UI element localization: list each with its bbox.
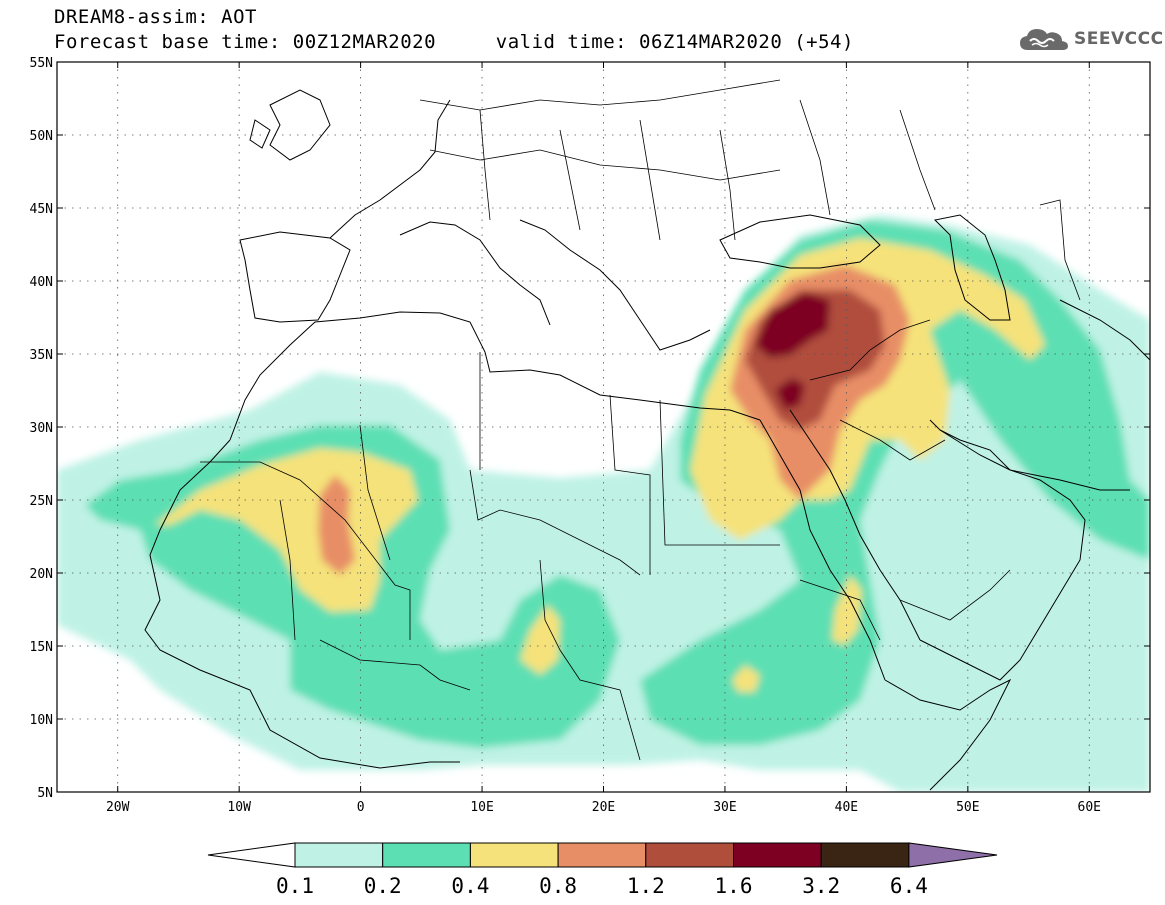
colorbar-label: 0.2 <box>364 874 402 898</box>
colorbar-segment <box>820 842 910 868</box>
map-subtitle: Forecast base time: 00Z12MAR2020 valid t… <box>54 32 854 52</box>
colorbar-label: 1.6 <box>715 874 753 898</box>
lat-tick-label: 35N <box>30 348 53 363</box>
lat-tick-label: 20N <box>30 567 53 582</box>
lat-tick-label: 50N <box>30 129 53 144</box>
valid-time: valid time: 06Z14MAR2020 (+54) <box>495 31 854 53</box>
lon-tick-label: 20E <box>592 800 615 815</box>
logo-text: SEEVCCC <box>1074 29 1164 49</box>
lon-tick-label: 30E <box>713 800 736 815</box>
lon-tick-label: 60E <box>1078 800 1101 815</box>
lat-tick-label: 55N <box>30 56 53 71</box>
lat-tick-label: 5N <box>37 786 53 801</box>
lat-tick-label: 45N <box>30 202 53 217</box>
lon-tick-label: 20W <box>106 800 130 815</box>
lat-tick-label: 25N <box>30 494 53 509</box>
forecast-base-time: Forecast base time: 00Z12MAR2020 <box>54 31 437 53</box>
colorbar-label: 0.8 <box>539 874 577 898</box>
colorbar-segment <box>557 842 647 868</box>
colorbar-label: 3.2 <box>802 874 840 898</box>
grid-lines <box>57 62 1150 792</box>
colorbar: 0.1 0.2 0.4 0.8 1.2 1.6 3.2 6.4 <box>207 842 998 898</box>
colorbar-label: 0.4 <box>451 874 489 898</box>
lon-tick-label: 10E <box>470 800 493 815</box>
colorbar-segment <box>382 842 471 868</box>
colorbar-segment <box>294 842 384 868</box>
lon-tick-label: 0 <box>357 800 365 815</box>
lat-tick-label: 10N <box>30 713 53 728</box>
colorbar-label: 1.2 <box>627 874 665 898</box>
colorbar-label: 0.1 <box>276 874 314 898</box>
lon-tick-label: 40E <box>835 800 858 815</box>
colorbar-segment <box>469 842 559 868</box>
lon-tick-label: 10W <box>227 800 251 815</box>
country-borders <box>200 79 1081 761</box>
colorbar-segment <box>733 842 822 868</box>
lon-tick-label: 50E <box>956 800 979 815</box>
coastlines <box>144 89 1150 791</box>
lat-tick-label: 40N <box>30 275 53 290</box>
lat-tick-label: 15N <box>30 640 53 655</box>
map-title: DREAM8-assim: AOT <box>54 6 257 28</box>
seevccc-logo: SEEVCCC <box>1018 26 1164 52</box>
colorbar-high-arrow <box>908 842 998 868</box>
cloud-icon <box>1020 29 1068 50</box>
colorbar-label: 6.4 <box>890 874 928 898</box>
colorbar-low-arrow <box>207 842 296 868</box>
lat-tick-label: 30N <box>30 421 53 436</box>
aot-field <box>57 62 1150 792</box>
colorbar-segment <box>645 842 734 868</box>
axis-ticks: 20W 10W 0 10E 20E 30E 40E 50E 60E 5N 10N 15N 20N 25N 3… <box>30 56 1150 815</box>
